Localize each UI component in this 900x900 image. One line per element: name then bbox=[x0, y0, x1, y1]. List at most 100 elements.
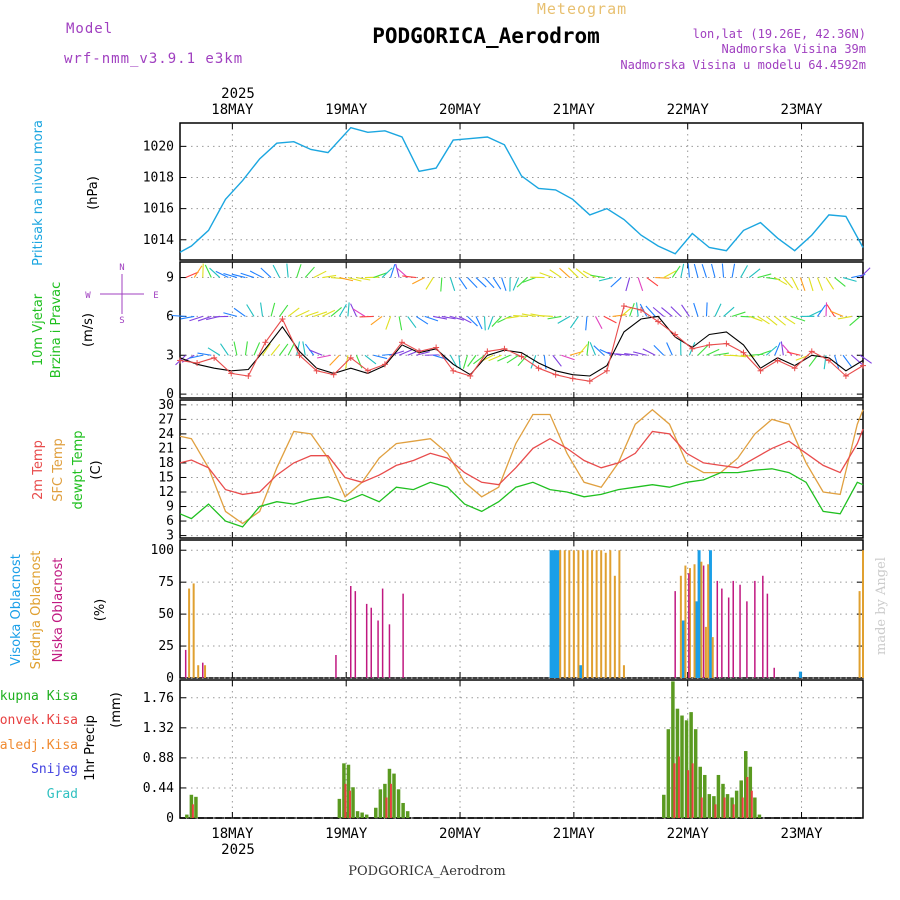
high-cloud-bar bbox=[681, 620, 685, 678]
mid-cloud-bar bbox=[577, 550, 580, 678]
mid-cloud-bar bbox=[192, 583, 195, 678]
x-label-bottom: 21MAY bbox=[553, 826, 596, 842]
wind-arrow bbox=[557, 315, 571, 324]
precip-total-bar bbox=[185, 814, 189, 818]
low-cloud-bar bbox=[773, 667, 775, 678]
wind-arrow bbox=[220, 343, 229, 356]
mid-cloud-bar bbox=[586, 550, 589, 678]
precip-conv-bar bbox=[723, 797, 726, 818]
wind-arrow bbox=[244, 341, 248, 356]
wind-arrow bbox=[561, 354, 575, 361]
wind-arrow bbox=[441, 315, 456, 320]
wind-arrow bbox=[395, 263, 400, 278]
wind-arrow bbox=[575, 268, 588, 278]
wind-arrow bbox=[223, 272, 238, 279]
precip-total-bar bbox=[360, 812, 364, 818]
wind-arrow bbox=[808, 354, 818, 367]
wind-arrow bbox=[655, 276, 670, 279]
wind-arrow bbox=[398, 349, 413, 356]
low-cloud-bar bbox=[746, 601, 748, 678]
wind-arrow bbox=[783, 315, 796, 325]
precip-title: 1hr Precip bbox=[83, 715, 98, 781]
wind-arrow bbox=[825, 277, 835, 290]
wind-arrow bbox=[467, 354, 477, 367]
sfc-title: SFC Temp bbox=[51, 438, 66, 502]
wind-arrow bbox=[851, 354, 863, 365]
wind-arrow bbox=[467, 277, 478, 288]
mid-cloud-bar bbox=[581, 550, 584, 678]
precip-conv-bar bbox=[673, 763, 676, 818]
wind-arrow bbox=[501, 277, 507, 291]
wind-arrow bbox=[475, 277, 487, 288]
wind-arrow bbox=[516, 277, 528, 288]
wind-arrow bbox=[309, 349, 323, 356]
wind-arrow bbox=[791, 315, 806, 322]
coords-text: lon,lat (19.26E, 42.36N) bbox=[693, 27, 866, 41]
wind-arrow bbox=[585, 316, 588, 331]
panel-pressure: 1014 1016 1018 1020 bbox=[143, 122, 864, 261]
wind-arrow bbox=[837, 315, 852, 320]
wind-arrow bbox=[723, 306, 735, 317]
wind-arrow bbox=[497, 315, 511, 323]
legend-hail: Grad bbox=[47, 787, 78, 802]
x-label-bottom: 20MAY bbox=[439, 826, 482, 842]
wind-arrow bbox=[497, 354, 511, 362]
wind-arrow bbox=[607, 351, 622, 356]
wind-arrow bbox=[407, 316, 417, 329]
wind-ylabel: (m/s) bbox=[81, 313, 96, 347]
wind-arrow bbox=[313, 311, 328, 317]
wind-arrow bbox=[171, 314, 186, 317]
wind-arrow bbox=[433, 315, 448, 320]
wind-arrow bbox=[782, 344, 793, 356]
x-label-bottom: 19MAY bbox=[325, 826, 368, 842]
wind-arrow bbox=[731, 311, 746, 317]
wind-arrow bbox=[547, 315, 562, 320]
mid-cloud-bar bbox=[204, 665, 207, 678]
wind-arrow bbox=[223, 312, 238, 317]
wind-arrow bbox=[642, 348, 656, 356]
wind-arrow bbox=[215, 270, 229, 279]
wind-arrow bbox=[774, 277, 788, 286]
precip-total-bar bbox=[396, 789, 401, 818]
wind-arrow bbox=[347, 277, 362, 282]
wind-arrow bbox=[305, 311, 319, 317]
mid-cloud-bar bbox=[591, 550, 594, 678]
wind-arrow bbox=[849, 315, 861, 326]
low-cloud-bar bbox=[702, 565, 705, 678]
panel-wind: 0 3 6 9 bbox=[166, 261, 872, 402]
y-tick-label: 27 bbox=[158, 412, 174, 427]
mid-cloud-bar bbox=[688, 568, 691, 678]
wind-arrow bbox=[467, 316, 478, 327]
low-cloud-bar bbox=[721, 588, 723, 678]
precip-total-bar bbox=[739, 780, 743, 818]
precip-total-bar bbox=[753, 797, 757, 818]
low-cloud-bar bbox=[754, 580, 756, 678]
low-cloud-bar bbox=[377, 620, 379, 678]
x-label-top: 22MAY bbox=[667, 102, 710, 118]
credit-text: made by Angel bbox=[874, 557, 889, 655]
precip-ylabel: (mm) bbox=[109, 692, 124, 727]
wind-subtitle: Brzina i Pravac bbox=[49, 282, 64, 379]
y-tick-label: 24 bbox=[158, 427, 174, 442]
mid-cloud-bar bbox=[572, 550, 575, 678]
x-label-bottom: 23MAY bbox=[780, 826, 823, 842]
wind-arrow bbox=[322, 274, 337, 279]
precip-conv-bar bbox=[691, 763, 694, 818]
wind-arrow bbox=[189, 315, 203, 322]
low-cloud-title: Niska Oblacnost bbox=[51, 558, 66, 663]
precip-total-bar bbox=[734, 790, 739, 818]
x-axis-labels: 18MAY 18MAY 19MAY 19MAY 20MAY 20MAY 21MAY 21MAY… bbox=[211, 102, 823, 842]
wind-arrow bbox=[825, 302, 828, 317]
low-cloud-bar bbox=[402, 593, 404, 678]
low-cloud-bar bbox=[370, 607, 372, 678]
legend-conv: Konvek.Kisa bbox=[0, 713, 78, 728]
wind-arrow bbox=[364, 354, 377, 365]
wind-arrow bbox=[491, 316, 502, 327]
wind-arrow bbox=[681, 304, 690, 317]
wind-arrow bbox=[231, 273, 246, 279]
precip-total-bar bbox=[698, 766, 702, 818]
mid-cloud-bar bbox=[711, 637, 714, 678]
station-title: PODGORICA_Aerodrom bbox=[372, 24, 600, 48]
wind-arrow bbox=[416, 351, 430, 356]
precip-total-bar bbox=[662, 794, 666, 818]
